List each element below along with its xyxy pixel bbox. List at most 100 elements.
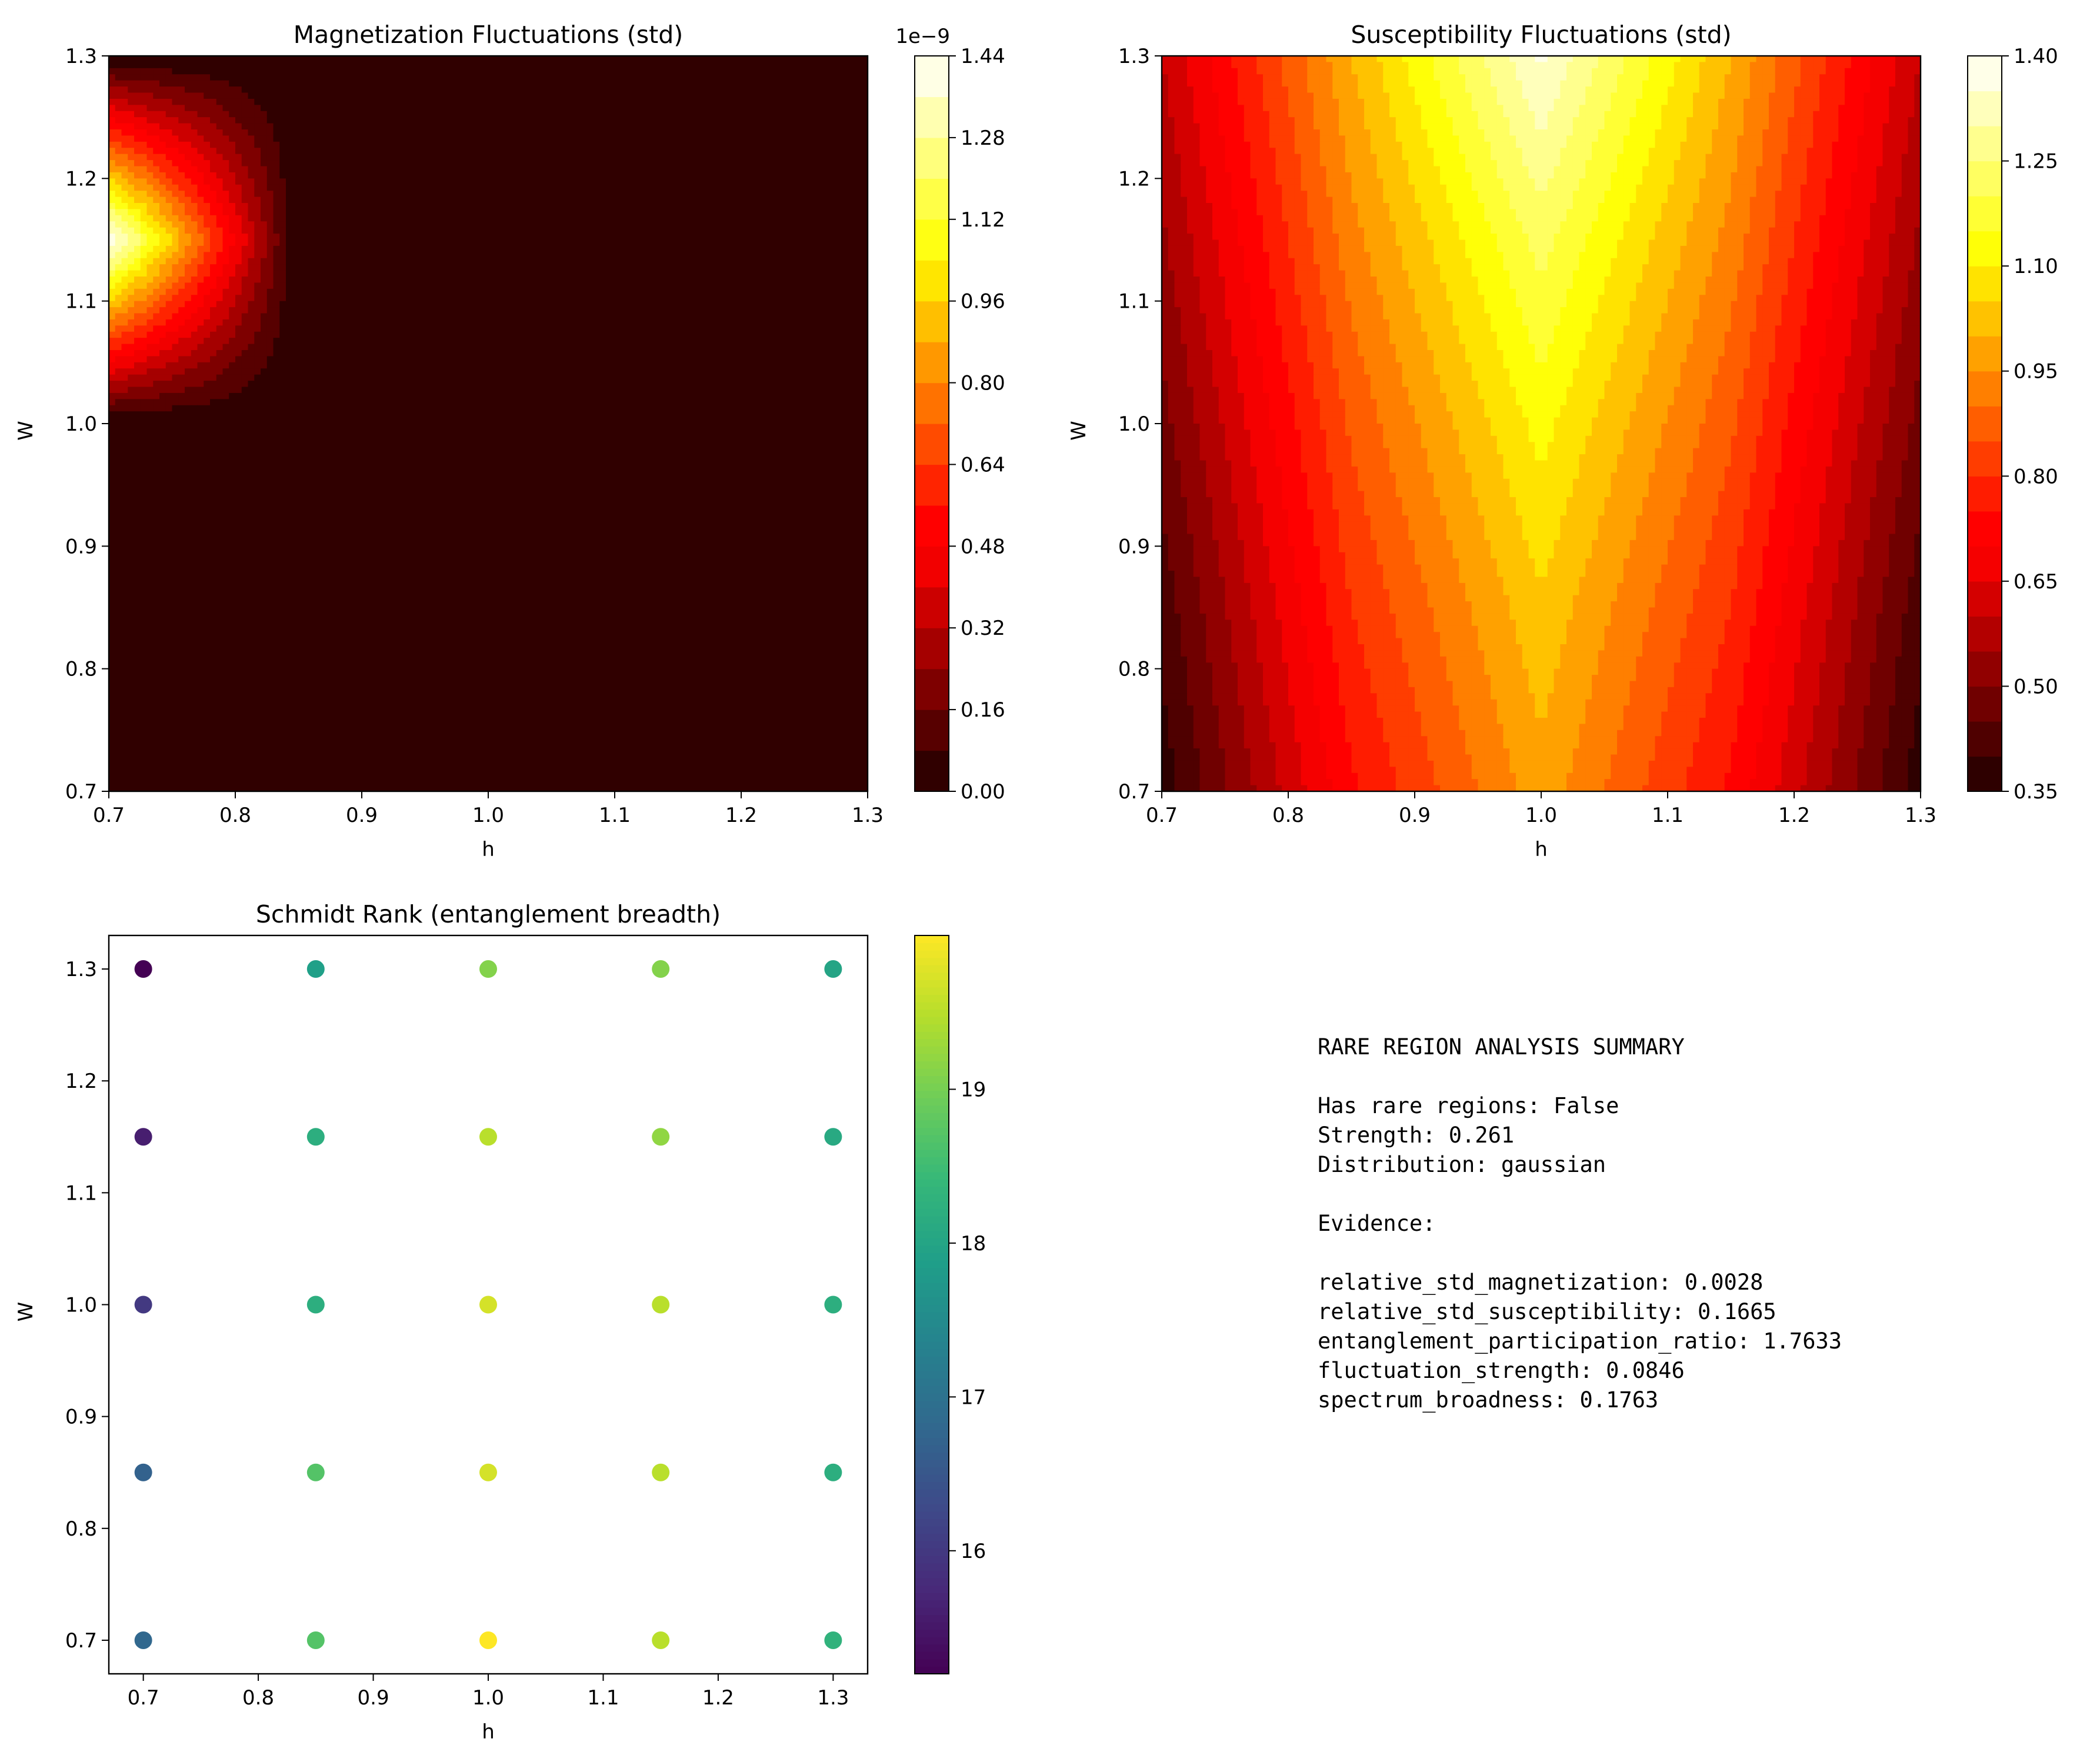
magnetization-contour-cell <box>545 111 552 118</box>
magnetization-contour-cell <box>829 123 836 130</box>
magnetization-contour-cell <box>735 264 742 271</box>
magnetization-contour-cell <box>488 105 495 112</box>
magnetization-contour-cell <box>178 62 185 69</box>
magnetization-contour-cell <box>463 227 470 234</box>
magnetization-contour-cell <box>399 160 406 167</box>
magnetization-contour-cell <box>545 86 552 94</box>
magnetization-contour-cell <box>551 227 558 234</box>
magnetization-contour-cell <box>766 68 774 75</box>
magnetization-contour-cell <box>659 184 666 191</box>
magnetization-contour-cell <box>602 80 609 87</box>
magnetization-contour-cell <box>368 86 375 94</box>
magnetization-contour-cell <box>652 111 659 118</box>
magnetization-contour-cell <box>722 203 729 210</box>
magnetization-contour-cell <box>248 92 255 99</box>
magnetization-contour-cell <box>526 68 533 75</box>
magnetization-contour-cell <box>551 86 558 94</box>
magnetization-contour-cell <box>121 172 128 179</box>
magnetization-contour-cell <box>621 105 628 112</box>
magnetization-contour-cell <box>399 301 406 308</box>
magnetization-contour-cell <box>140 295 148 302</box>
magnetization-contour-cell <box>507 154 514 161</box>
magnetization-contour-cell <box>652 166 659 173</box>
magnetization-contour-cell <box>444 62 451 69</box>
magnetization-contour-cell <box>374 74 381 81</box>
magnetization-contour-cell <box>153 178 160 185</box>
magnetization-contour-cell <box>507 301 514 308</box>
magnetization-contour-cell <box>412 282 419 289</box>
magnetization-contour-cell <box>305 105 312 112</box>
magnetization-contour-cell <box>615 141 622 148</box>
magnetization-contour-cell <box>576 282 584 289</box>
magnetization-contour-cell <box>829 184 836 191</box>
magnetization-contour-cell <box>615 111 622 118</box>
magnetization-contour-cell <box>608 74 615 81</box>
magnetization-contour-cell <box>362 56 369 63</box>
magnetization-contour-cell <box>551 123 558 130</box>
magnetization-contour-cell <box>342 245 350 252</box>
magnetization-contour-cell <box>514 245 521 252</box>
magnetization-contour-cell <box>494 288 502 295</box>
magnetization-contour-cell <box>355 215 362 222</box>
magnetization-contour-cell <box>716 105 723 112</box>
magnetization-contour-cell <box>659 111 666 118</box>
magnetization-contour-cell <box>754 227 761 234</box>
magnetization-contour-cell <box>418 288 426 295</box>
magnetization-contour-cell <box>134 135 141 142</box>
magnetization-contour-cell <box>583 166 590 173</box>
magnetization-contour-cell <box>368 191 375 198</box>
magnetization-contour-cell <box>134 92 141 99</box>
magnetization-contour-cell <box>216 258 224 265</box>
magnetization-contour-cell <box>185 301 192 308</box>
magnetization-contour-cell <box>469 123 476 130</box>
magnetization-contour-cell <box>266 288 274 295</box>
magnetization-contour-cell <box>741 234 748 241</box>
magnetization-contour-cell <box>248 105 255 112</box>
magnetization-contour-cell <box>551 209 558 216</box>
magnetization-contour-cell <box>671 184 679 191</box>
magnetization-contour-cell <box>222 178 229 185</box>
magnetization-contour-cell <box>128 117 135 124</box>
magnetization-contour-cell <box>121 270 128 277</box>
magnetization-contour-cell <box>229 307 236 314</box>
magnetization-contour-cell <box>558 135 565 142</box>
magnetization-contour-cell <box>412 129 419 136</box>
magnetization-contour-cell <box>254 277 261 284</box>
magnetization-contour-cell <box>792 98 799 105</box>
magnetization-contour-cell <box>178 148 185 155</box>
magnetization-contour-cell <box>311 178 318 185</box>
magnetization-contour-cell <box>671 56 679 63</box>
magnetization-contour-cell <box>387 239 394 247</box>
magnetization-contour-cell <box>305 184 312 191</box>
magnetization-contour-cell <box>368 197 375 204</box>
magnetization-contour-cell <box>146 172 154 179</box>
magnetization-contour-cell <box>324 123 331 130</box>
magnetization-contour-cell <box>305 98 312 105</box>
magnetization-contour-cell <box>286 282 293 289</box>
magnetization-contour-cell <box>754 141 761 148</box>
magnetization-contour-cell <box>204 62 211 69</box>
magnetization-contour-cell <box>804 245 811 252</box>
magnetization-contour-cell <box>811 62 818 69</box>
magnetization-contour-cell <box>298 74 305 81</box>
magnetization-contour-cell <box>545 301 552 308</box>
magnetization-contour-cell <box>374 172 381 179</box>
magnetization-contour-cell <box>172 68 179 75</box>
magnetization-contour-cell <box>671 166 679 173</box>
magnetization-contour-cell <box>140 277 148 284</box>
magnetization-contour-cell <box>204 56 211 63</box>
magnetization-contour-cell <box>235 191 242 198</box>
magnetization-contour-cell <box>165 221 173 228</box>
magnetization-contour-cell <box>146 288 154 295</box>
magnetization-contour-cell <box>159 62 166 69</box>
magnetization-contour-cell <box>342 277 350 284</box>
magnetization-contour-cell <box>444 282 451 289</box>
magnetization-contour-cell <box>627 172 634 179</box>
magnetization-contour-cell <box>266 154 274 161</box>
magnetization-contour-cell <box>671 295 679 302</box>
magnetization-contour-cell <box>128 277 135 284</box>
magnetization-contour-cell <box>482 282 489 289</box>
magnetization-contour-cell <box>488 227 495 234</box>
magnetization-contour-cell <box>362 295 369 302</box>
magnetization-contour-cell <box>564 221 571 228</box>
